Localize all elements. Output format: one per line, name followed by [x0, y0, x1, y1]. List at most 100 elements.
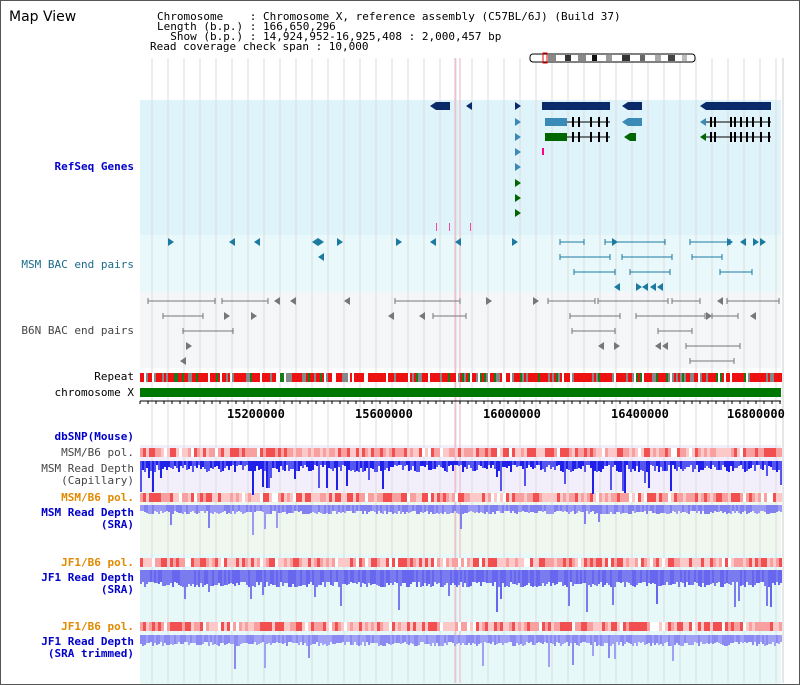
pol-cell: [752, 493, 755, 502]
depth-bar: [748, 635, 750, 642]
depth-bar: [702, 461, 704, 470]
depth-bar: [210, 570, 212, 586]
depth-bar: [574, 635, 576, 643]
track-label-b6n-bac[interactable]: B6N BAC end pairs: [21, 324, 134, 337]
depth-bar: [480, 635, 482, 643]
pol-cell: [719, 558, 722, 567]
depth-bar: [508, 635, 510, 642]
pol-cell: [593, 448, 596, 457]
track-label-msm-bac[interactable]: MSM BAC end pairs: [21, 258, 134, 271]
pol-cell: [749, 493, 752, 502]
depth-bar: [674, 461, 676, 469]
pol-cell: [605, 448, 608, 457]
pol-cell: [524, 622, 527, 631]
depth-bar: [512, 635, 514, 646]
depth-bar: [466, 505, 468, 513]
repeat-segment: [338, 373, 340, 382]
repeat-segment: [380, 373, 382, 382]
depth-bar: [362, 570, 364, 583]
repeat-segment: [506, 373, 508, 382]
repeat-segment: [246, 373, 248, 382]
depth-bar: [734, 635, 736, 642]
pol-cell: [713, 448, 716, 457]
depth-bar: [564, 461, 566, 484]
depth-bar: [710, 505, 712, 512]
pol-cell: [383, 493, 386, 502]
depth-bar: [404, 635, 406, 642]
depth-bar: [334, 635, 336, 644]
depth-bar: [320, 570, 322, 585]
depth-bar: [730, 570, 732, 585]
repeat-segment: [392, 373, 394, 382]
depth-bar: [426, 461, 428, 465]
pol-cell: [626, 493, 629, 502]
depth-bar: [226, 570, 228, 585]
depth-bar: [346, 505, 348, 511]
depth-bar: [186, 505, 188, 514]
pol-cell: [737, 558, 740, 567]
depth-bar: [176, 635, 178, 644]
bac-end: [655, 342, 661, 350]
depth-bar: [534, 635, 536, 645]
pol-cell: [647, 558, 650, 567]
repeat-segment: [306, 373, 308, 382]
depth-bar: [368, 635, 370, 645]
depth-bar: [244, 570, 246, 582]
gene-arrow: [515, 209, 521, 217]
depth-bar: [148, 461, 150, 478]
depth-bar: [530, 635, 532, 642]
pol-cell: [629, 622, 632, 631]
gene: [628, 102, 642, 110]
pol-cell: [191, 448, 194, 457]
pol-cell: [194, 558, 197, 567]
depth-bar: [182, 635, 184, 644]
pol-cell: [275, 493, 278, 502]
pol-cell: [251, 493, 254, 502]
track-label-dbsnp[interactable]: dbSNP(Mouse): [54, 430, 134, 443]
pol-cell: [470, 558, 473, 567]
depth-bar: [190, 461, 192, 466]
pol-cell: [779, 448, 782, 457]
pol-cell: [464, 448, 467, 457]
depth-bar: [664, 635, 666, 643]
pol-cell: [242, 558, 245, 567]
depth-bar: [548, 570, 550, 582]
depth-bar: [560, 461, 562, 471]
pol-cell: [485, 558, 488, 567]
pol-cell: [680, 448, 683, 457]
depth-bar: [162, 570, 164, 586]
depth-bar: [212, 635, 214, 645]
pol-cell: [269, 493, 272, 502]
pol-cell: [365, 448, 368, 457]
depth-bar: [672, 461, 674, 465]
depth-bar: [746, 505, 748, 514]
depth-bar: [534, 505, 536, 513]
repeat-segment: [214, 373, 216, 382]
pol-cell: [203, 493, 206, 502]
depth-bar: [464, 635, 466, 645]
depth-bar: [748, 570, 750, 585]
depth-bar: [160, 570, 162, 582]
pol-cell: [302, 448, 305, 457]
repeat-segment: [410, 373, 412, 382]
pol-cell: [548, 622, 551, 631]
repeat-segment: [776, 373, 778, 382]
depth-bar: [336, 461, 338, 490]
depth-bar: [290, 570, 292, 587]
track-label-msm-depth-capillary-sub: (Capillary): [61, 474, 134, 487]
depth-bar: [226, 505, 228, 514]
depth-bar: [484, 461, 486, 468]
depth-bar: [318, 505, 320, 512]
pol-cell: [398, 558, 401, 567]
depth-bar: [256, 505, 258, 511]
depth-bar: [776, 570, 778, 582]
gene: [542, 102, 610, 110]
depth-bar: [666, 505, 668, 514]
pol-cell: [551, 493, 554, 502]
depth-bar: [252, 461, 254, 495]
depth-bar: [642, 570, 644, 582]
track-label-refseq[interactable]: RefSeq Genes: [54, 160, 134, 173]
depth-bar: [668, 461, 670, 465]
depth-bar: [672, 570, 674, 584]
